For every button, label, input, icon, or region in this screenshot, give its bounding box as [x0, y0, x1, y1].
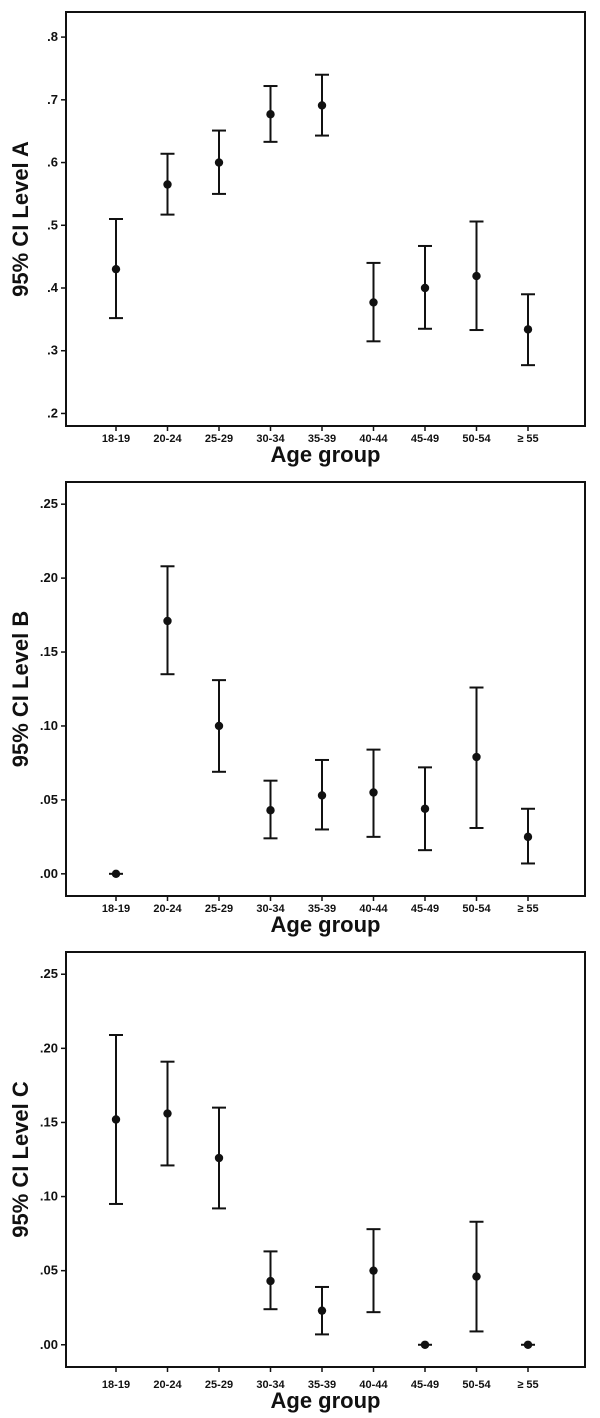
y-tick-label-a: .5: [47, 217, 58, 232]
y-tick-label-c: .15: [40, 1114, 58, 1129]
y-tick-label-a: .2: [47, 405, 58, 420]
x-tick-label-a: 45-49: [411, 433, 439, 445]
y-tick-label-a: .6: [47, 155, 58, 170]
x-axis-title-b: Age group: [271, 912, 381, 937]
mean-point-a: [163, 180, 172, 189]
y-tick-label-c: .25: [40, 966, 58, 981]
x-tick-label-b: 50-54: [462, 903, 491, 915]
mean-point-b: [111, 869, 121, 879]
y-tick-label-c: .20: [40, 1040, 58, 1055]
x-tick-label-a: 40-44: [359, 433, 388, 445]
mean-point-b: [472, 752, 481, 762]
x-tick-label-a: 35-39: [308, 433, 336, 445]
chart-a: .2 .3 .4 .5 .6 .7 .8 18-19 20-24 25-29 30-34 35-39 4…: [8, 11, 586, 467]
chart-b: .00 .05 .10 .15 .20 .25 18-19 20-24 25-29 30-34 35…: [8, 481, 586, 937]
x-tick-label-c: 18-19: [102, 1379, 130, 1391]
x-tick-label-c: 35-39: [308, 1379, 336, 1391]
plot-frame-b: [65, 481, 586, 897]
x-tick-label-b: 35-39: [308, 903, 336, 915]
plot-frame-a: [65, 11, 586, 427]
mean-point-a: [420, 283, 430, 293]
x-tick-label-c: 50-54: [462, 1379, 491, 1391]
mean-point-c: [369, 1266, 378, 1275]
x-tick-label-c: 45-49: [411, 1379, 439, 1391]
y-tick-label-b: .00: [40, 866, 58, 881]
y-tick-label-a: .3: [47, 343, 58, 358]
mean-point-c: [111, 1115, 121, 1124]
mean-point-a: [523, 325, 533, 334]
x-axis-title-a: Age group: [271, 442, 381, 467]
x-tick-label-a: 30-34: [256, 433, 285, 445]
x-axis-title-c: Age group: [271, 1388, 381, 1413]
mean-point-c: [266, 1276, 275, 1286]
chart-c: .00 .05 .10 .15 .20 .25 18-19 20-24 25-29 30-34 35…: [8, 951, 586, 1413]
y-axis-title-c: 95% CI Level C: [8, 1081, 33, 1238]
x-tick-label-c: ≥ 55: [517, 1379, 538, 1391]
mean-point-b: [317, 791, 327, 800]
x-tick-label-b: ≥ 55: [517, 903, 538, 915]
mean-point-a: [214, 158, 224, 167]
y-tick-label-c: .00: [40, 1337, 58, 1352]
y-tick-label-b: .15: [40, 644, 58, 659]
mean-point-a: [369, 298, 378, 307]
y-axis-title-b: 95% CI Level B: [8, 611, 33, 768]
plot-frame-c: [65, 951, 586, 1368]
y-tick-label-b: .25: [40, 496, 58, 511]
x-tick-label-a: 50-54: [462, 433, 491, 445]
x-tick-label-b: 20-24: [153, 903, 182, 915]
mean-point-c: [163, 1109, 172, 1118]
y-tick-label-b: .20: [40, 570, 58, 585]
mean-point-c: [420, 1340, 430, 1349]
mean-point-a: [317, 101, 327, 110]
mean-point-b: [163, 616, 172, 626]
y-tick-label-c: .10: [40, 1189, 58, 1204]
mean-point-c: [472, 1272, 481, 1281]
x-tick-label-b: 18-19: [102, 903, 130, 915]
mean-point-c: [214, 1153, 224, 1163]
chart-panel-a: .2 .3 .4 .5 .6 .7 .8 18-19 20-24 25-29 30-34 35-39 4…: [0, 0, 600, 472]
x-tick-label-b: 25-29: [205, 903, 233, 915]
mean-point-a: [472, 271, 481, 281]
mean-point-c: [317, 1306, 327, 1315]
x-tick-label-c: 40-44: [359, 1379, 388, 1391]
x-tick-label-a: 20-24: [153, 433, 182, 445]
chart-panel-b: .00 .05 .10 .15 .20 .25 18-19 20-24 25-29 30-34 35…: [0, 472, 600, 942]
y-tick-label-a: .8: [47, 29, 58, 44]
x-tick-label-c: 25-29: [205, 1379, 233, 1391]
mean-point-b: [266, 806, 275, 815]
chart-panel-c: .00 .05 .10 .15 .20 .25 18-19 20-24 25-29 30-34 35…: [0, 942, 600, 1418]
x-tick-label-b: 40-44: [359, 903, 388, 915]
mean-point-c: [523, 1340, 533, 1349]
x-tick-label-a: 18-19: [102, 433, 130, 445]
mean-point-b: [523, 832, 533, 842]
x-tick-label-a: 25-29: [205, 433, 233, 445]
mean-point-b: [214, 721, 224, 731]
y-tick-label-a: .4: [47, 280, 59, 295]
mean-point-b: [420, 804, 430, 813]
y-tick-label-b: .05: [40, 792, 58, 807]
x-tick-label-a: ≥ 55: [517, 433, 538, 445]
x-tick-label-c: 30-34: [256, 1379, 285, 1391]
x-tick-label-c: 20-24: [153, 1379, 182, 1391]
mean-point-a: [111, 264, 121, 274]
y-axis-title-a: 95% CI Level A: [8, 141, 33, 297]
y-tick-label-a: .7: [47, 92, 58, 107]
x-tick-label-b: 45-49: [411, 903, 439, 915]
mean-point-b: [369, 788, 378, 797]
y-tick-label-c: .05: [40, 1263, 58, 1278]
mean-point-a: [266, 110, 275, 119]
x-tick-label-b: 30-34: [256, 903, 285, 915]
y-tick-label-b: .10: [40, 718, 58, 733]
